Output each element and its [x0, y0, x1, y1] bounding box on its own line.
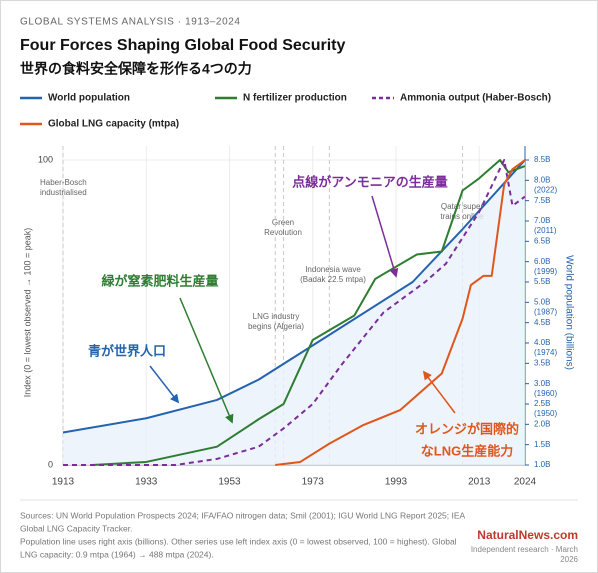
- footer-text: Population line uses right axis (billion…: [20, 536, 457, 546]
- event-label: Indonesia wave: [305, 265, 361, 274]
- event-label: Green: [272, 218, 294, 227]
- event-label: begins (Algeria): [248, 322, 304, 331]
- series-line: [62, 159, 526, 434]
- brand-note: Independent research · March: [471, 545, 578, 554]
- population-area: [63, 160, 525, 465]
- callout-text: オレンジが国際的: [415, 421, 519, 436]
- y-tick-label: 100: [38, 154, 53, 164]
- callout-arrow: [149, 365, 180, 404]
- x-tick-label: 1973: [302, 477, 325, 488]
- y2-tick-label: 5.5B: [534, 277, 550, 286]
- y2-tick-label: 7.5B: [534, 196, 550, 205]
- event-label: trains online: [440, 212, 484, 221]
- y2-tick-label: 8.5B: [534, 155, 550, 164]
- event-label: industrialised: [40, 188, 87, 197]
- footer-text: Global LNG Capacity Tracker.: [20, 523, 132, 533]
- chart-subtitle: 世界の食料安全保障を形作る4つの力: [20, 61, 252, 77]
- y2-tick-label: 2.0B: [534, 419, 550, 428]
- y2-tick-label: 5.0B: [534, 297, 550, 306]
- x-tick-label: 1933: [135, 477, 158, 488]
- y2-tick-label: 1.0B: [534, 460, 550, 469]
- x-tick-label: 2024: [514, 477, 537, 488]
- y-tick-label: 0: [48, 459, 53, 469]
- y2-tick-label: 4.5B: [534, 318, 550, 327]
- callout-arrow: [422, 370, 456, 414]
- callout-arrow: [371, 195, 399, 278]
- x-tick-label: 1953: [218, 477, 241, 488]
- y2-tick-note: (2022): [534, 185, 557, 194]
- y2-tick-note: (1987): [534, 307, 557, 316]
- event-label: LNG industry: [253, 312, 300, 321]
- series-line: [275, 159, 526, 466]
- event-label: Haber-Bosch: [40, 178, 87, 187]
- brand: NaturalNews.com: [477, 528, 578, 542]
- x-tick-label: 1913: [52, 477, 75, 488]
- y2-tick-note: (2011): [534, 226, 557, 235]
- event-label: Revolution: [264, 228, 302, 237]
- y2-tick-label: 7.0B: [534, 216, 550, 225]
- x-tick-label: 1993: [385, 477, 408, 488]
- y2-tick-label: 2.5B: [534, 399, 550, 408]
- event-label: Qatar super: [441, 202, 484, 211]
- callout-arrow: [179, 297, 234, 424]
- y-axis-title: Index (0 = lowest observed → 100 = peak): [22, 228, 32, 398]
- y2-tick-label: 6.5B: [534, 236, 550, 245]
- y2-tick-label: 8.0B: [534, 175, 550, 184]
- series-line: [63, 159, 526, 466]
- kicker: GLOBAL SYSTEMS ANALYSIS · 1913–2024: [20, 17, 241, 28]
- y2-tick-label: 3.0B: [534, 379, 550, 388]
- y2-tick-note: (1974): [534, 348, 557, 357]
- footer-text: Sources: UN World Population Prospects 2…: [20, 510, 466, 520]
- legend-label: World population: [48, 93, 130, 104]
- event-label: (Badak 22.5 mtpa): [300, 275, 366, 284]
- y2-tick-label: 1.5B: [534, 440, 550, 449]
- y2-tick-note: (1960): [534, 389, 557, 398]
- legend-label: Ammonia output (Haber-Bosch): [400, 93, 551, 104]
- brand-note: 2026: [560, 555, 578, 564]
- callout-text: 青が世界人口: [88, 343, 166, 358]
- legend-label: Global LNG capacity (mtpa): [48, 119, 179, 130]
- series-line: [92, 159, 526, 466]
- y2-tick-note: (1950): [534, 409, 557, 418]
- y2-tick-note: (1999): [534, 267, 557, 276]
- y2-tick-label: 3.5B: [534, 358, 550, 367]
- callout-text: 緑が窒素肥料生産量: [101, 273, 218, 288]
- callout-text: 点線がアンモニアの生産量: [292, 174, 447, 189]
- y2-tick-label: 6.0B: [534, 257, 550, 266]
- legend-label: N fertilizer production: [243, 93, 347, 104]
- chart-title: Four Forces Shaping Global Food Security: [20, 37, 345, 54]
- x-tick-label: 2013: [468, 477, 491, 488]
- y2-axis-title: World population (billions): [563, 255, 574, 370]
- footer-text: LNG capacity: 0.9 mtpa (1964) → 488 mtpa…: [20, 549, 214, 559]
- callout-text: なLNG生産能力: [421, 443, 513, 458]
- y2-tick-label: 4.0B: [534, 338, 550, 347]
